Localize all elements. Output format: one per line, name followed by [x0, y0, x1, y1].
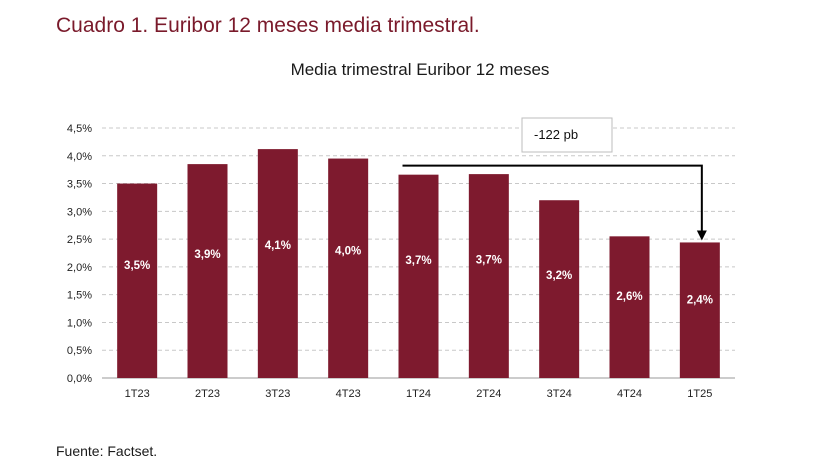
bar-1T23	[117, 183, 158, 378]
bar-4T23	[328, 158, 369, 378]
data-label: 2,6%	[616, 291, 642, 303]
y-tick-label: 0,5%	[67, 345, 92, 357]
y-tick-label: 4,0%	[67, 151, 92, 163]
data-label: 3,5%	[124, 260, 150, 272]
bar-3T23	[257, 149, 298, 378]
x-tick-label: 3T23	[265, 388, 290, 400]
annotation-text: -122 pb	[534, 127, 578, 142]
y-tick-label: 3,5%	[67, 179, 92, 191]
bar-4T24	[609, 236, 650, 378]
bar-1T25	[679, 242, 720, 378]
x-tick-label: 1T24	[406, 388, 431, 400]
bar-3T24	[539, 200, 580, 378]
y-tick-label: 1,0%	[67, 317, 92, 329]
annotation-arrow-head	[696, 230, 707, 241]
y-tick-label: 0,0%	[67, 373, 92, 385]
bar-2T24	[468, 174, 509, 378]
y-tick-label: 4,5%	[67, 123, 92, 135]
chart-title: Media trimestral Euribor 12 meses	[290, 60, 550, 79]
x-tick-label: 4T24	[617, 388, 642, 400]
x-tick-label: 3T24	[547, 388, 572, 400]
data-label: 4,0%	[335, 246, 361, 258]
x-tick-label: 1T25	[687, 388, 712, 400]
y-tick-label: 2,5%	[67, 234, 92, 246]
x-tick-label: 4T23	[336, 388, 361, 400]
data-label: 3,7%	[476, 255, 502, 267]
data-label: 3,9%	[194, 249, 220, 261]
bar-1T24	[398, 174, 439, 378]
source-note: Fuente: Factset.	[56, 443, 158, 459]
x-tick-label: 1T23	[125, 388, 150, 400]
y-tick-label: 3,0%	[67, 206, 92, 218]
bar-2T23	[187, 164, 228, 378]
annotation-arrow-line	[402, 164, 703, 231]
annotation-box	[521, 117, 613, 153]
data-label: 3,2%	[546, 270, 572, 282]
data-label: 4,1%	[265, 240, 291, 252]
x-tick-label: 2T23	[195, 388, 220, 400]
x-tick-label: 2T24	[476, 388, 501, 400]
page-title: Cuadro 1. Euribor 12 meses media trimest…	[56, 14, 480, 37]
y-tick-label: 1,5%	[67, 290, 92, 302]
y-tick-label: 2,0%	[67, 262, 92, 274]
data-label: 2,4%	[687, 294, 713, 306]
data-label: 3,7%	[405, 255, 431, 267]
